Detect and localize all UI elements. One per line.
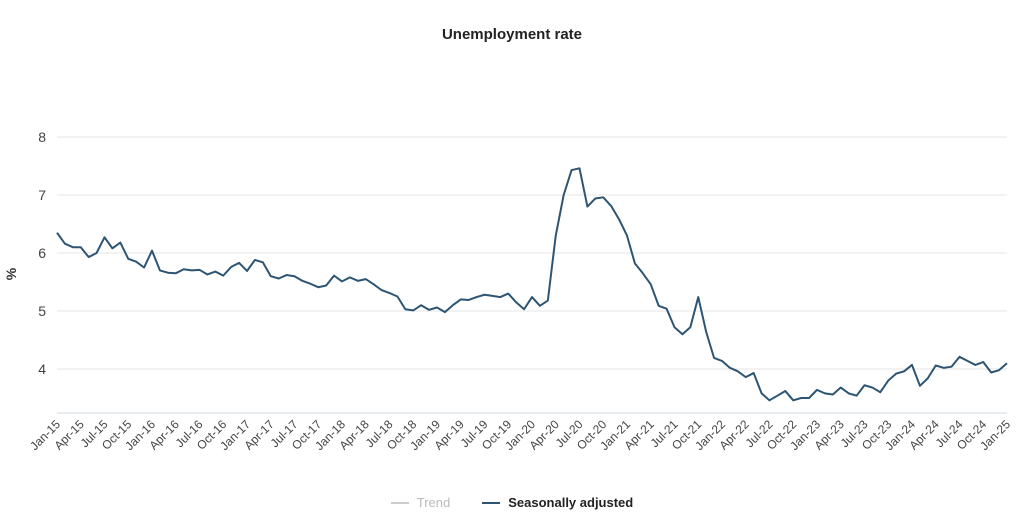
y-tick-label: 4 (38, 361, 46, 377)
series-lines (56, 167, 1008, 402)
y-tick-label: 5 (38, 303, 46, 319)
legend-swatch-seasonally-adjusted (482, 501, 501, 504)
legend-label-trend: Trend (416, 495, 451, 510)
series-line-seasonally-adjusted (56, 167, 1008, 402)
legend-item-trend[interactable]: Trend (390, 495, 451, 510)
legend-label-seasonally-adjusted: Seasonally adjusted (508, 495, 634, 510)
legend-item-seasonally-adjusted[interactable]: Seasonally adjusted (482, 495, 633, 510)
y-tick-label: 7 (38, 187, 46, 203)
legend: Trend Seasonally adjusted (0, 495, 1024, 510)
legend-swatch-trend (390, 501, 409, 504)
y-tick-label: 8 (38, 129, 46, 145)
y-tick-label: 6 (38, 245, 46, 261)
gridlines (57, 136, 1007, 414)
y-axis-label: % (3, 267, 19, 280)
chart-title: Unemployment rate (441, 26, 583, 43)
y-axis-ticks: 4 5 6 7 8 (38, 129, 46, 377)
x-axis-ticks: Jan-15Apr-15Jul-15Oct-15Jan-16Apr-16Jul-… (27, 417, 1013, 453)
